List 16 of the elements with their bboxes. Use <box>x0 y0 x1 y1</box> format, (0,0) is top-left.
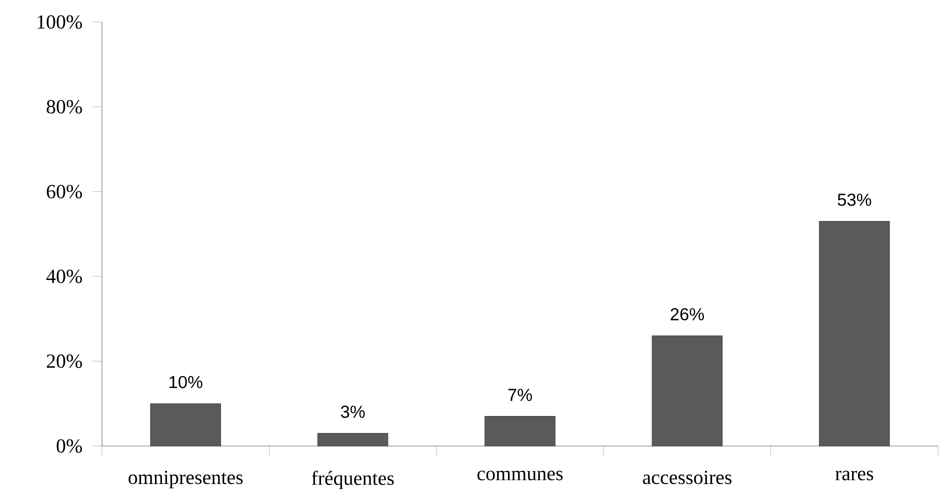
y-tick-label: 100% <box>38 15 82 29</box>
x-tick-label: rares <box>835 470 874 480</box>
x-tick-label: accessoires <box>642 470 732 484</box>
x-tick-label: communes <box>477 470 563 480</box>
y-tick-label: 0% <box>56 439 82 453</box>
y-tick-label: 80% <box>46 100 82 114</box>
y-tick-label: 60% <box>46 184 82 198</box>
data-label: 3% <box>340 406 365 418</box>
data-label: 10% <box>170 376 202 388</box>
x-tick-label: omnipresentes <box>128 470 243 488</box>
data-label: 53% <box>838 194 872 206</box>
y-tick-label: 40% <box>46 270 82 284</box>
data-label: 26% <box>670 308 704 320</box>
y-tick-label: 20% <box>46 354 82 368</box>
x-tick-label: fréquentes <box>312 470 394 490</box>
data-label: 7% <box>508 388 532 401</box>
